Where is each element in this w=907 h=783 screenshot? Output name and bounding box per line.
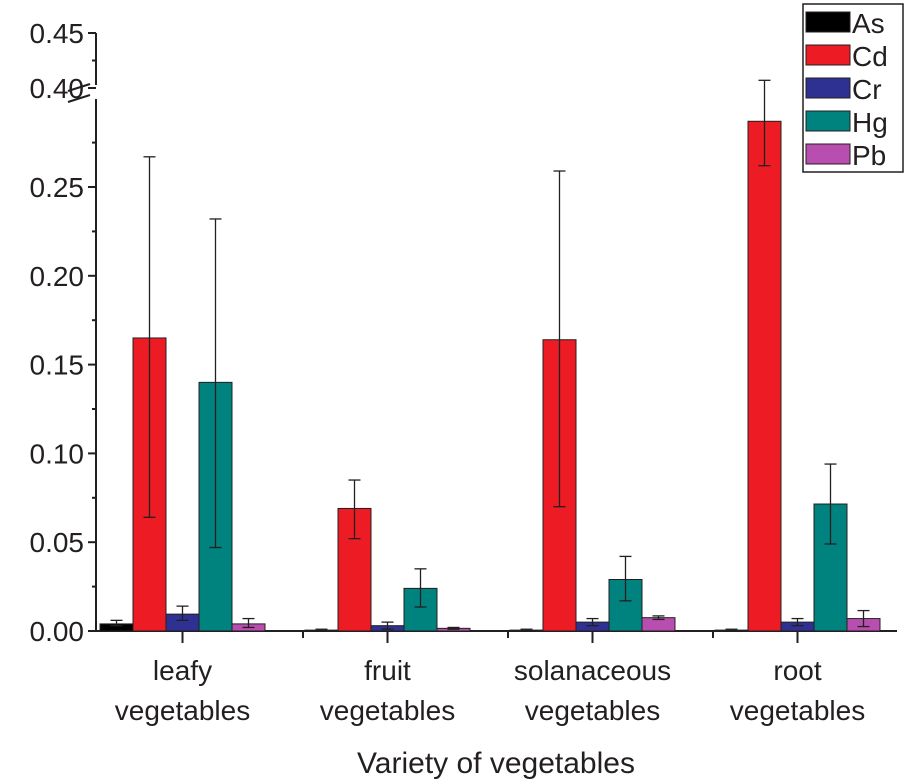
y-tick-label: 0.25 (30, 172, 85, 203)
y-tick-label: 0.10 (30, 438, 85, 469)
legend-label: Pb (852, 140, 886, 171)
y-tick-label: 0.45 (30, 18, 85, 49)
x-tick-label: solanaceous (514, 655, 671, 686)
axis-break-mark (67, 83, 91, 92)
x-tick-label: vegetables (730, 695, 865, 726)
legend-swatch-Pb (805, 143, 851, 165)
y-tick-label: 0.20 (30, 261, 85, 292)
x-tick-label: root (773, 655, 821, 686)
x-tick-label: fruit (364, 655, 411, 686)
legend-label: As (852, 8, 885, 39)
x-tick-label: leafy (153, 655, 212, 686)
legend-swatch-Hg (805, 110, 851, 132)
legend-label: Cr (852, 74, 882, 105)
y-tick-label: 0.00 (30, 616, 85, 647)
legend-swatch-As (805, 11, 851, 33)
legend-swatch-Cr (805, 77, 851, 99)
y-tick-label: 0.15 (30, 350, 85, 381)
legend-label: Hg (852, 107, 888, 138)
legend-label: Cd (852, 41, 888, 72)
legend-swatch-Cd (805, 44, 851, 66)
axis-break-mark (67, 94, 91, 103)
x-axis-title: Variety of vegetables (357, 747, 635, 780)
bar-Cd-3 (747, 120, 782, 632)
x-tick-label: vegetables (115, 695, 250, 726)
x-tick-label: vegetables (320, 695, 455, 726)
y-tick-label: 0.40 (30, 73, 85, 104)
y-tick-label: 0.05 (30, 527, 85, 558)
x-tick-label: vegetables (525, 695, 660, 726)
